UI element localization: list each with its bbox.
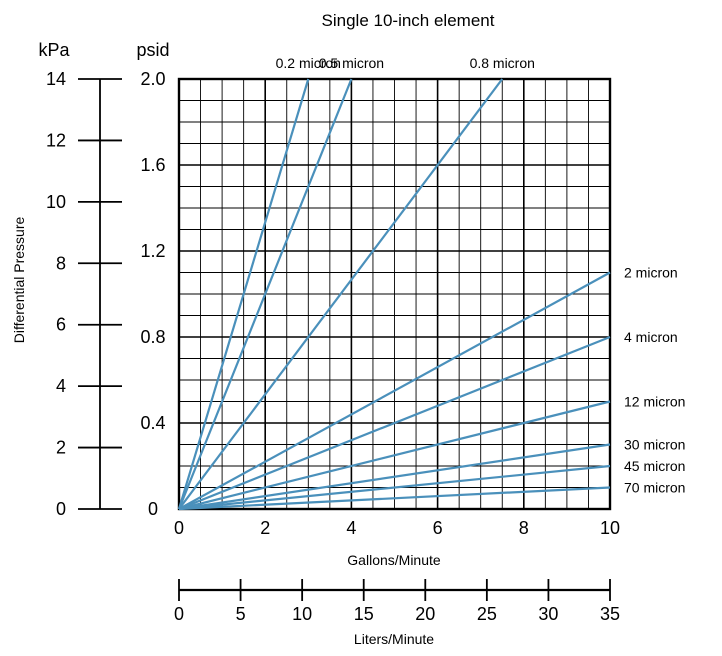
chart-title: Single 10-inch element [322, 11, 495, 30]
x-tick-label: 8 [519, 518, 529, 538]
secondary-y-tick-label: 14 [46, 69, 66, 89]
y-tick-label: 1.2 [140, 241, 165, 261]
series-label: 30 micron [624, 437, 685, 453]
series-lines [177, 78, 611, 511]
x-tick-label: 0 [174, 518, 184, 538]
series-line-7 [178, 464, 611, 511]
secondary-y-tick-label: 2 [56, 438, 66, 458]
series-label: 4 micron [624, 329, 678, 345]
secondary-x-tick-label: 15 [354, 604, 374, 624]
series-line-3 [178, 271, 611, 510]
secondary-x-tick-label: 20 [415, 604, 435, 624]
series-line-4 [178, 335, 611, 511]
secondary-x-tick-label: 35 [600, 604, 620, 624]
y-tick-label: 2.0 [140, 69, 165, 89]
secondary-y-unit-label: kPa [38, 40, 70, 60]
secondary-x-tick-label: 25 [477, 604, 497, 624]
secondary-x-axis-label: Liters/Minute [354, 631, 434, 647]
series-label: 0.5 micron [319, 55, 384, 71]
secondary-x-tick-label: 10 [292, 604, 312, 624]
secondary-y-tick-label: 12 [46, 130, 66, 150]
secondary-y-tick-label: 10 [46, 192, 66, 212]
axes [78, 78, 611, 601]
series-line-6 [178, 443, 611, 511]
y-axis-label: Differential Pressure [11, 217, 27, 344]
grid [177, 77, 612, 511]
series-line-0 [177, 78, 310, 510]
y-tick-label: 0.4 [140, 413, 165, 433]
y-tick-label: 0 [148, 499, 158, 519]
secondary-y-tick-label: 6 [56, 315, 66, 335]
plot-frame [177, 77, 612, 511]
series-label: 0.2 micron [276, 55, 341, 71]
series-label: 45 micron [624, 458, 685, 474]
x-tick-label: 4 [346, 518, 356, 538]
y-tick-label: 0.8 [140, 327, 165, 347]
series-label: 12 micron [624, 394, 685, 410]
secondary-y-tick-label: 4 [56, 376, 66, 396]
x-axis-label: Gallons/Minute [347, 552, 441, 568]
secondary-x-tick-label: 30 [538, 604, 558, 624]
x-tick-label: 10 [600, 518, 620, 538]
secondary-x-tick-label: 5 [236, 604, 246, 624]
x-tick-label: 2 [260, 518, 270, 538]
secondary-y-tick-label: 0 [56, 499, 66, 519]
series-label: 70 micron [624, 480, 685, 496]
x-tick-label: 6 [433, 518, 443, 538]
series-label: 0.8 micron [470, 55, 535, 71]
series-line-5 [178, 400, 611, 511]
y-tick-label: 1.6 [140, 155, 165, 175]
chart-text: Single 10-inch element kPa psid Gallons/… [11, 11, 685, 647]
secondary-x-tick-label: 0 [174, 604, 184, 624]
series-label: 2 micron [624, 265, 678, 281]
series-line-8 [178, 486, 611, 511]
series-line-2 [178, 78, 504, 510]
series-line-1 [177, 78, 353, 510]
secondary-y-tick-label: 8 [56, 253, 66, 273]
primary-y-unit-label: psid [136, 40, 169, 60]
